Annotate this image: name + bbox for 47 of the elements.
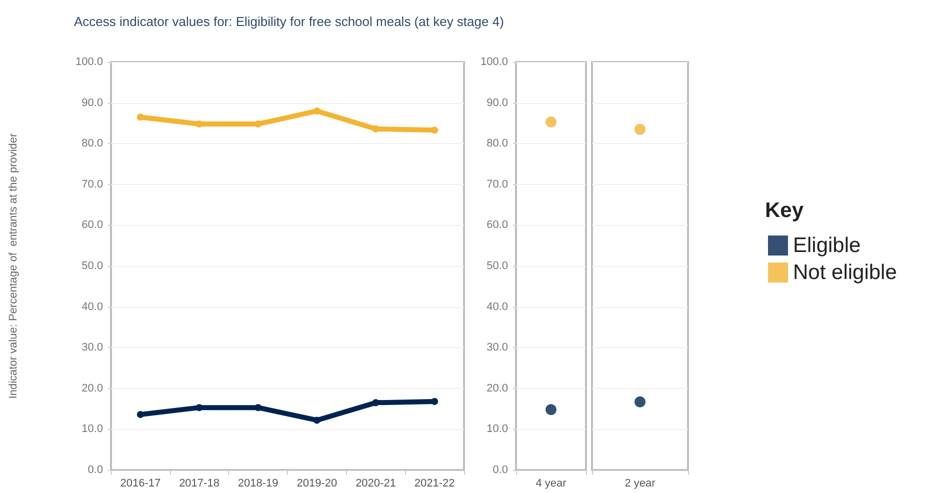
point: [136, 114, 144, 121]
y-tick-label: 20.0: [82, 382, 103, 394]
y-tick-label: 10.0: [82, 423, 103, 436]
y-tick-label: 70.0: [82, 178, 103, 190]
y-tick-label: 30.0: [82, 342, 103, 354]
legend-title: Key: [765, 199, 804, 222]
y-tick-label: 60.0: [82, 219, 103, 232]
y-tick-label: 70.0: [486, 178, 508, 190]
y-tick-label: 20.0: [486, 382, 508, 394]
y-tick-label: 100.0: [75, 56, 103, 68]
point: [313, 107, 320, 114]
y-tick-label: 50.0: [486, 260, 508, 272]
y-tick-label: 0.0: [492, 464, 508, 476]
y-tick-label: 90.0: [486, 96, 508, 109]
y-tick-label: 90.0: [82, 96, 103, 109]
y-tick-label: 80.0: [82, 138, 103, 150]
chart-title: Access indicator values for: Eligibility for free school meals (at key stage 4): [74, 14, 504, 29]
x-tick-label: 2019-20: [296, 478, 338, 490]
x-tick-label: 2018-19: [238, 478, 278, 490]
x-tick-label: 4 year: [536, 478, 567, 490]
x-tick-label: 2016-17: [120, 478, 161, 490]
y-tick-label: 100.0: [480, 56, 508, 68]
y-tick-label: 30.0: [486, 342, 508, 354]
y-axis-title: Indicator value: Percentage of entrants at the provider: [8, 132, 20, 399]
y-tick-label: 50.0: [82, 260, 103, 272]
y-tick-label: 10.0: [486, 423, 508, 436]
y-tick-label: 0.0: [88, 464, 103, 476]
x-tick-label: 2020-21: [356, 478, 396, 490]
x-tick-label: 2017-18: [179, 478, 220, 490]
point: [254, 120, 262, 128]
point: [431, 126, 438, 134]
point: [196, 404, 203, 412]
point: [431, 398, 438, 405]
legend-label: Eligible: [793, 234, 861, 257]
point: [372, 399, 380, 406]
y-tick-label: 80.0: [486, 138, 508, 150]
x-tick-label: 2 year: [624, 478, 656, 490]
point: [372, 125, 380, 132]
point: [254, 404, 262, 412]
point: [196, 120, 203, 128]
x-tick-label: 2021-22: [414, 478, 455, 490]
legend-label: Not eligible: [793, 261, 897, 284]
y-tick-label: 40.0: [82, 300, 103, 313]
point: [313, 416, 320, 424]
y-tick-label: 60.0: [486, 219, 508, 232]
point: [136, 411, 144, 418]
y-tick-label: 40.0: [486, 300, 508, 313]
